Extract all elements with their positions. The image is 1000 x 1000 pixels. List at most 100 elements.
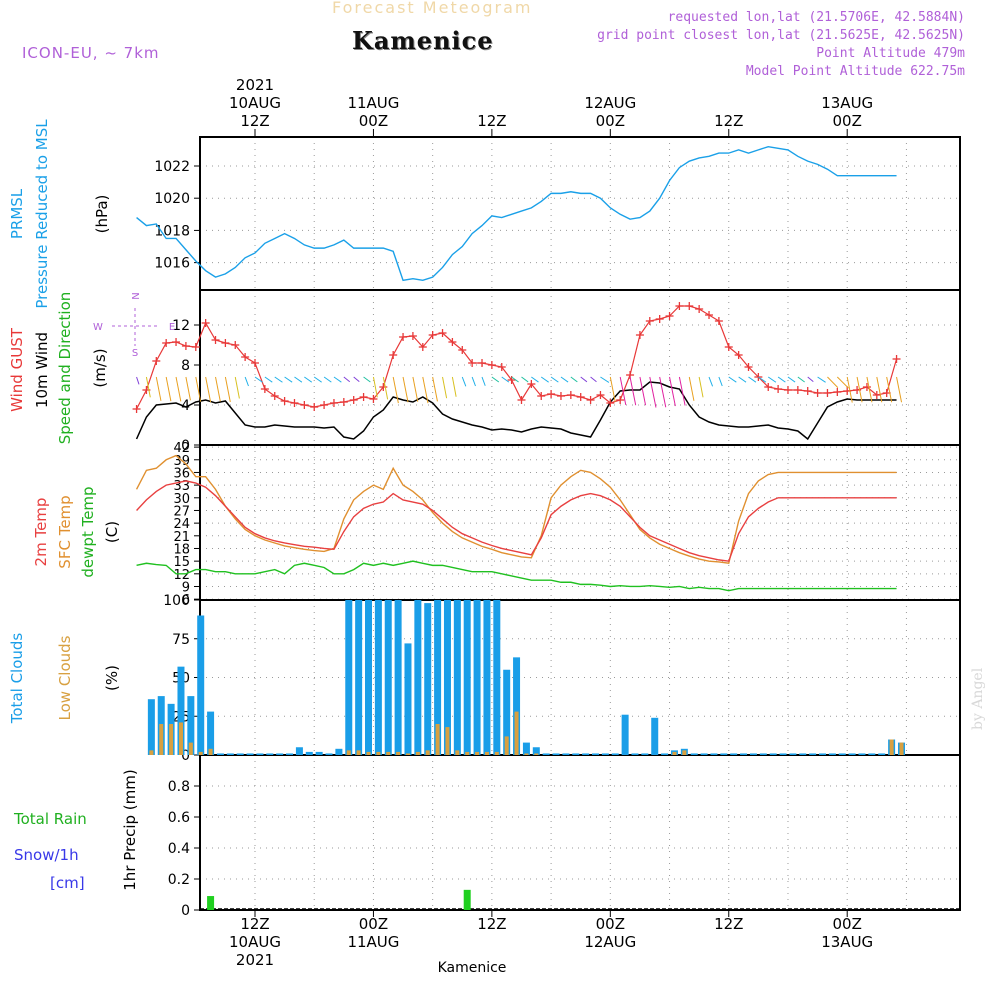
wind-arrow: [807, 376, 814, 383]
cloud-bar-total: [532, 747, 540, 755]
label-dewpt-temp: dewpt Temp: [79, 486, 97, 577]
x-tick-label-top: 00Z: [359, 112, 388, 130]
wind-arrow: [688, 376, 695, 401]
x-tick-label-top: 12Z: [477, 112, 506, 130]
cloud-bar-total: [177, 666, 185, 755]
y-tick-label: 18: [173, 542, 190, 557]
cloud-bar-total: [513, 657, 521, 755]
cloud-bar-low: [386, 751, 391, 755]
cloud-bar-total: [621, 714, 629, 755]
cloud-bar-low: [169, 724, 174, 755]
x-tick-label-bottom: 10AUG: [229, 933, 281, 951]
x-tick-label-bottom: 00Z: [596, 915, 625, 933]
y-tick-label: 1020: [154, 191, 190, 207]
wind-arrow: [896, 376, 903, 403]
cloud-bar-total: [848, 753, 856, 755]
wind-arrow: [748, 376, 757, 383]
cloud-bar-low: [198, 751, 203, 755]
cloud-bar-low: [672, 751, 677, 755]
cloud-bar-total: [858, 753, 866, 755]
x-tick-label-bottom: 12Z: [240, 915, 269, 933]
wind-arrow: [540, 376, 549, 383]
cloud-bar-total: [789, 753, 797, 755]
cloud-bar-low: [178, 722, 183, 755]
point-altitude: Point Altitude 479m: [816, 46, 965, 61]
wind-line: [135, 381, 897, 441]
gridpoint-coords: grid point closest lon,lat (21.5625E, 42…: [597, 28, 965, 43]
wind-direction-arrows: [136, 376, 903, 408]
cloud-bar-total: [641, 753, 649, 755]
x-tick-label-bottom: 13AUG: [821, 933, 873, 951]
panel-1: 0 4 8 12: [172, 289, 961, 454]
cloud-bar-low: [415, 751, 420, 755]
wind-arrow: [451, 376, 457, 397]
cloud-bar-low: [475, 751, 480, 755]
x-tick-label-bottom: 00Z: [833, 915, 862, 933]
cloud-bar-total: [365, 600, 373, 755]
wind-arrow: [846, 376, 853, 403]
cloud-bars: [147, 600, 905, 755]
cloud-bar-total: [562, 753, 570, 755]
wind-arrow: [718, 376, 723, 387]
cloud-bar-total: [276, 753, 284, 755]
y-tick-label: 12: [172, 318, 190, 334]
y-tick-label: 12: [173, 568, 190, 583]
cloud-bar-total: [404, 643, 412, 755]
x-tick-label-top: 10AUG: [229, 94, 281, 112]
compass-rose: N W E S: [93, 292, 175, 359]
cloud-bar-low: [405, 753, 410, 755]
wind-arrow: [876, 376, 883, 403]
temp-2m-line: [136, 480, 897, 562]
wind-arrow: [165, 376, 172, 402]
y-tick-label: 0.8: [168, 779, 190, 795]
cloud-bar-low: [504, 736, 509, 755]
cloud-bar-total: [374, 600, 382, 755]
wind-arrow: [708, 376, 714, 387]
cloud-bar-total: [305, 751, 313, 755]
wind-arrow: [728, 376, 737, 383]
cloud-bar-total: [651, 717, 659, 755]
cloud-bar-low: [899, 742, 904, 755]
label-wind-speed-dir: Speed and Direction: [56, 292, 74, 445]
wind-arrow: [817, 376, 826, 383]
y-tick-label: 42: [173, 441, 190, 456]
x-tick-label-bottom: 2021: [236, 951, 274, 969]
cloud-bar-total: [246, 753, 254, 755]
wind-arrow: [234, 376, 240, 399]
wind-arrow: [659, 376, 667, 408]
wind-arrow: [264, 376, 273, 383]
x-tick-label-top: 13AUG: [821, 94, 873, 112]
cloud-bar-low: [159, 724, 164, 755]
cloud-bar-total: [483, 600, 491, 755]
cloud-bar-low: [445, 727, 450, 755]
wind-arrow: [609, 376, 616, 402]
cloud-bar-low: [149, 750, 154, 755]
cloud-bar-total: [345, 600, 353, 755]
cloud-bar-total: [424, 603, 432, 755]
wind-arrow: [461, 376, 467, 387]
panel-frame: [199, 444, 961, 601]
wind-arrow: [313, 376, 322, 383]
cloud-bar-total: [207, 711, 215, 755]
cloud-bar-low: [494, 751, 499, 755]
cloud-bar-total: [453, 600, 461, 755]
x-tick-label-top: 11AUG: [347, 94, 399, 112]
cloud-bar-total: [493, 600, 501, 755]
sfc-temp-line: [135, 454, 897, 565]
requested-coords: requested lon,lat (21.5706E, 42.5884N): [667, 10, 965, 25]
cloud-bar-total: [473, 600, 481, 755]
wind-arrow: [777, 376, 786, 383]
y-tick-label: 15: [173, 555, 190, 570]
x-tick-label-top: 00Z: [596, 112, 625, 130]
wind-arrow: [570, 376, 578, 383]
precip-bar: [207, 896, 215, 910]
wind-arrow: [619, 376, 627, 405]
cloud-bar-total: [147, 699, 155, 755]
label-prmsl: PRMSL: [8, 188, 26, 239]
wind-arrow: [382, 376, 389, 400]
wind-arrow: [274, 376, 283, 383]
wind-arrow: [580, 376, 588, 383]
cloud-bar-total: [779, 753, 787, 755]
label-precip: 1hr Precip (mm): [121, 769, 139, 890]
